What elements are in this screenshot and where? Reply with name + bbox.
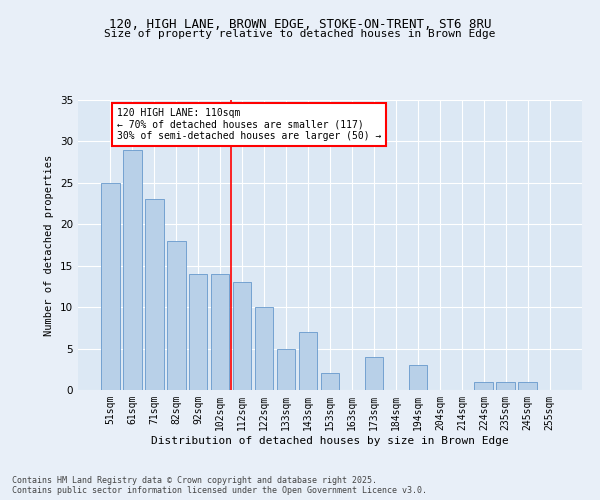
Bar <box>255 307 274 390</box>
Text: Contains HM Land Registry data © Crown copyright and database right 2025.
Contai: Contains HM Land Registry data © Crown c… <box>12 476 427 495</box>
Bar <box>299 332 317 390</box>
Text: 120, HIGH LANE, BROWN EDGE, STOKE-ON-TRENT, ST6 8RU: 120, HIGH LANE, BROWN EDGE, STOKE-ON-TRE… <box>109 18 491 30</box>
Bar <box>320 374 340 390</box>
Bar <box>475 382 493 390</box>
Bar <box>123 150 142 390</box>
Bar <box>101 183 119 390</box>
Bar <box>365 357 383 390</box>
Bar <box>189 274 208 390</box>
Bar <box>409 365 427 390</box>
Bar <box>167 241 185 390</box>
Bar <box>233 282 251 390</box>
Text: 120 HIGH LANE: 110sqm
← 70% of detached houses are smaller (117)
30% of semi-det: 120 HIGH LANE: 110sqm ← 70% of detached … <box>117 108 381 142</box>
Y-axis label: Number of detached properties: Number of detached properties <box>44 154 55 336</box>
X-axis label: Distribution of detached houses by size in Brown Edge: Distribution of detached houses by size … <box>151 436 509 446</box>
Bar <box>277 348 295 390</box>
Bar <box>145 200 164 390</box>
Bar <box>211 274 229 390</box>
Text: Size of property relative to detached houses in Brown Edge: Size of property relative to detached ho… <box>104 29 496 39</box>
Bar <box>518 382 537 390</box>
Bar <box>496 382 515 390</box>
